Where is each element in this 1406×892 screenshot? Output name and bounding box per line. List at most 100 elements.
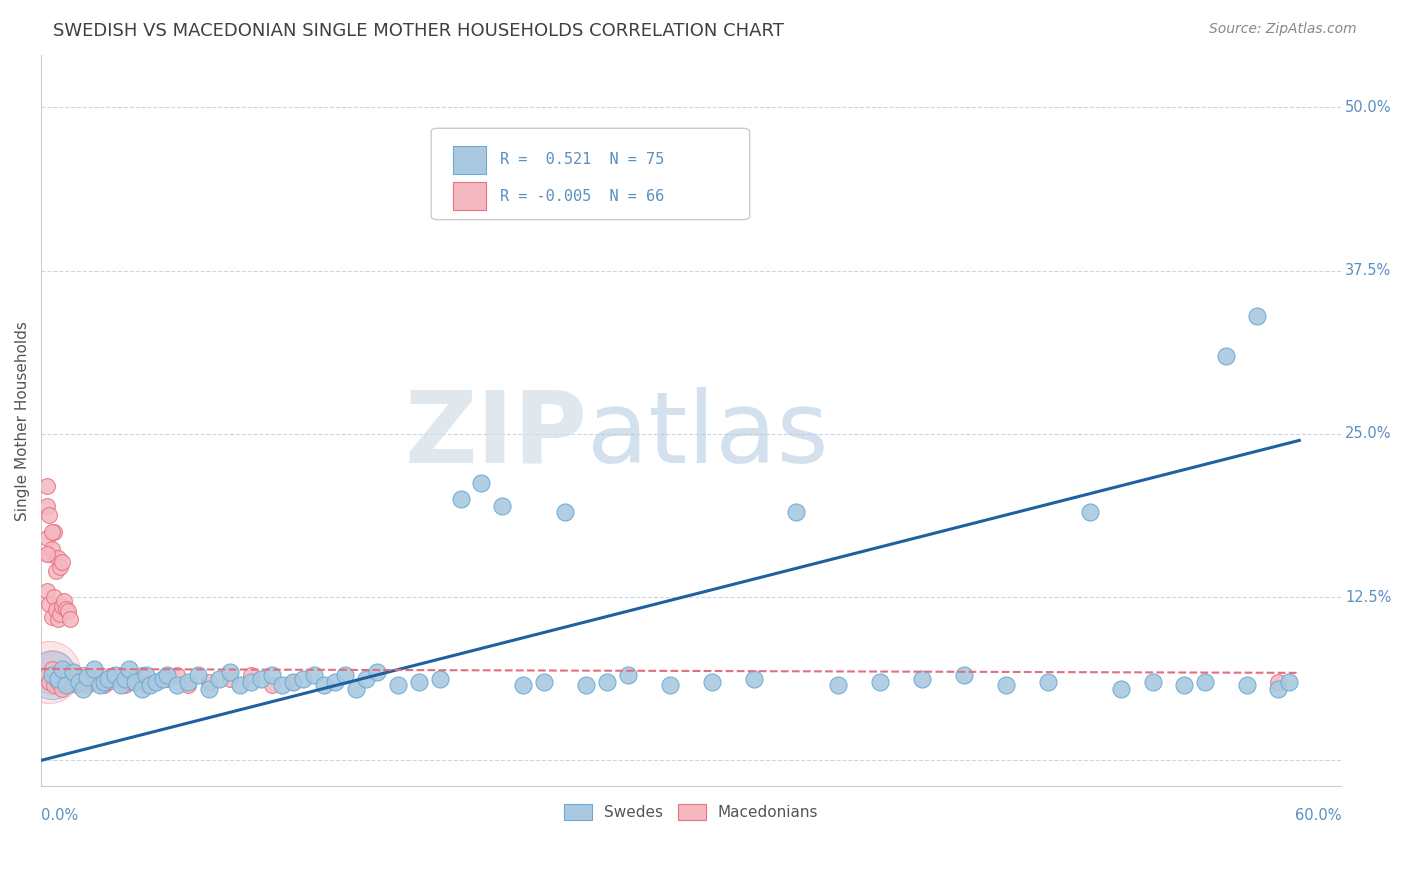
Point [177,675,200,690]
Point [49,668,72,682]
Point [1194,675,1216,690]
Point [1215,349,1237,363]
Point [131,668,153,682]
Point [59,675,82,690]
Point [93,675,115,690]
Point [46,550,69,565]
Point [49,560,72,574]
Y-axis label: Single Mother Households: Single Mother Households [15,321,30,521]
Point [37,547,59,561]
Point [239,668,262,682]
Point [76,677,98,691]
Point [218,673,240,687]
Point [37,532,59,546]
Point [1173,677,1195,691]
Point [42,524,65,539]
Point [124,673,146,687]
Point [333,668,356,682]
Point [59,612,82,626]
Point [62,665,84,679]
Point [53,673,76,687]
Point [554,505,576,519]
Point [67,675,90,690]
Point [124,675,146,690]
Point [166,668,188,682]
Point [135,677,157,691]
Point [1267,675,1289,690]
Point [575,677,598,691]
Point [84,673,107,687]
Point [1078,505,1101,519]
Point [354,673,377,687]
Point [1142,675,1164,690]
Point [38,597,60,611]
Point [785,505,807,519]
Point [97,673,120,687]
Point [55,602,77,616]
Text: 25.0%: 25.0% [1346,426,1392,442]
Point [408,675,430,690]
Point [208,673,231,687]
Point [118,675,141,690]
Point [37,583,59,598]
Point [41,524,63,539]
Point [187,668,209,682]
Point [83,662,105,676]
Point [429,673,451,687]
Point [55,665,77,679]
Point [145,675,167,690]
Text: 0.0%: 0.0% [41,808,79,823]
Point [314,677,336,691]
Point [302,668,325,682]
Point [387,677,409,691]
Point [46,612,69,626]
Point [260,668,283,682]
Point [41,668,63,682]
Point [53,594,76,608]
Text: 60.0%: 60.0% [1295,808,1341,823]
Point [702,675,724,690]
Point [1036,675,1059,690]
Point [41,609,63,624]
Point [38,675,60,690]
Text: Source: ZipAtlas.com: Source: ZipAtlas.com [1209,22,1357,37]
Point [198,681,221,696]
Point [70,673,93,687]
Point [344,681,367,696]
Point [51,681,73,696]
Text: atlas: atlas [588,387,828,484]
Point [260,677,283,691]
Point [156,673,179,687]
Point [145,675,167,690]
Point [118,662,141,676]
Point [596,675,619,690]
Point [166,677,188,691]
Point [41,541,63,556]
Point [97,675,120,690]
Point [41,665,63,679]
Point [110,668,132,682]
Text: 37.5%: 37.5% [1346,263,1392,278]
Point [72,668,94,682]
Point [323,675,346,690]
Point [1246,310,1268,324]
Point [37,668,59,682]
Point [46,675,69,690]
Point [952,668,974,682]
Point [42,677,65,691]
Point [38,665,60,679]
Point [229,677,252,691]
Point [1236,677,1258,691]
FancyBboxPatch shape [453,145,485,174]
Point [58,677,80,691]
Point [271,677,294,691]
Text: 12.5%: 12.5% [1346,590,1392,605]
Point [139,677,162,691]
Point [76,670,98,684]
Point [38,508,60,522]
Point [42,590,65,604]
Point [41,662,63,676]
Point [38,547,60,561]
Point [152,673,174,687]
Point [292,673,315,687]
